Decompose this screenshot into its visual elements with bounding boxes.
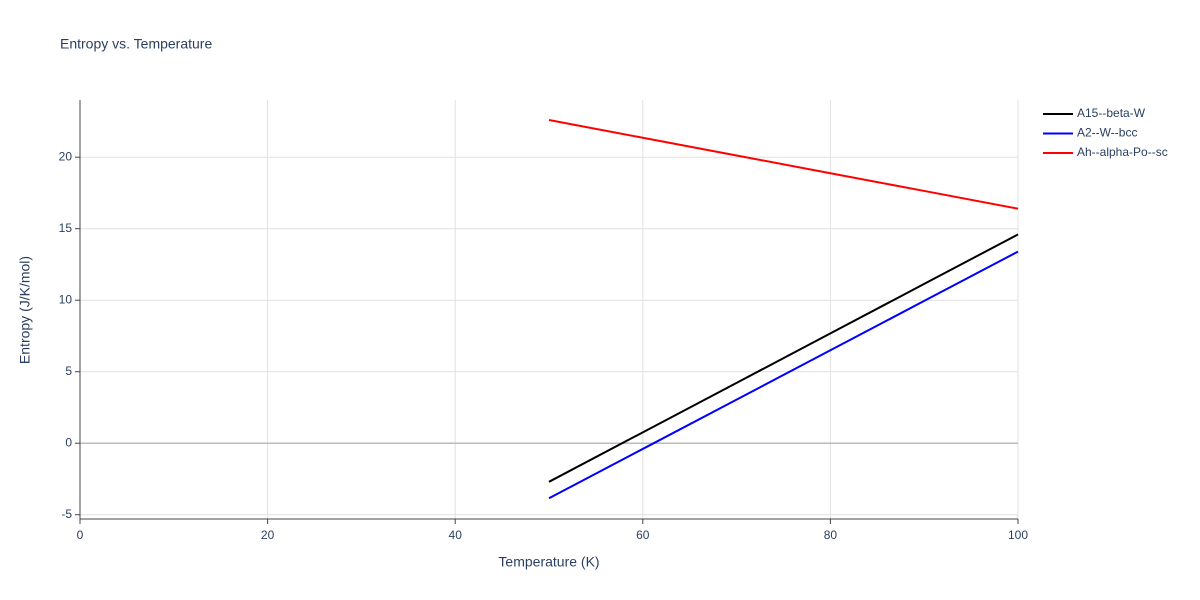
x-tick-label: 80 xyxy=(824,528,838,542)
series-line xyxy=(548,233,1019,483)
chart-title: Entropy vs. Temperature xyxy=(60,36,212,52)
y-tick-label: 20 xyxy=(59,149,73,163)
legend-item: A2--W--bcc xyxy=(1043,126,1137,140)
legend-item: Ah--alpha-Po--sc xyxy=(1043,145,1168,159)
legend-label: Ah--alpha-Po--sc xyxy=(1077,145,1168,159)
x-tick-label: 60 xyxy=(636,528,650,542)
y-tick-label: 15 xyxy=(59,221,73,235)
x-axis-label: Temperature (K) xyxy=(498,554,599,570)
legend-label: A15--beta-W xyxy=(1077,106,1146,120)
y-tick-label: 5 xyxy=(65,364,72,378)
x-tick-label: 100 xyxy=(1008,528,1028,542)
y-tick-label: -5 xyxy=(61,507,72,521)
series-line xyxy=(548,250,1019,500)
series-line xyxy=(548,119,1019,210)
x-tick-label: 0 xyxy=(77,528,84,542)
y-tick-label: 0 xyxy=(65,435,72,449)
legend-label: A2--W--bcc xyxy=(1077,126,1137,140)
y-tick-label: 10 xyxy=(59,292,73,306)
legend-item: A15--beta-W xyxy=(1043,106,1146,120)
y-axis-label: Entropy (J/K/mol) xyxy=(17,256,33,364)
x-tick-label: 40 xyxy=(449,528,463,542)
x-tick-label: 20 xyxy=(261,528,275,542)
